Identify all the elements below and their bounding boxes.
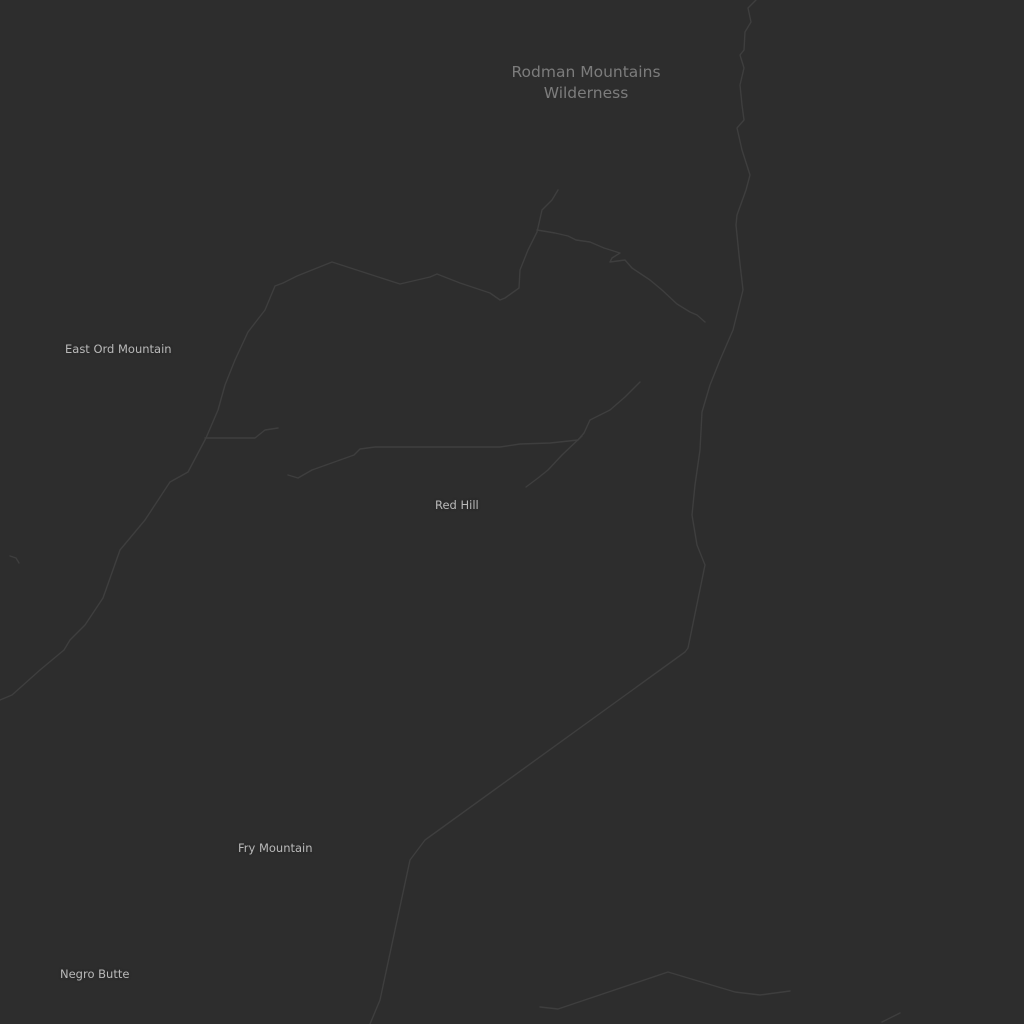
road-south <box>539 971 791 1010</box>
road-central <box>204 427 279 439</box>
road-east-spur <box>536 229 706 323</box>
area-label-line-1: Rodman Mountains <box>511 63 661 81</box>
road-east-main <box>369 0 757 1024</box>
road-red-hill <box>287 381 641 479</box>
road-diagonal <box>525 435 583 488</box>
road-stub-west <box>9 555 20 564</box>
place-label-east-ord-mountain[interactable]: East Ord Mountain <box>65 342 172 356</box>
place-label-fry-mountain[interactable]: Fry Mountain <box>238 841 313 855</box>
area-label-rodman-mountains-wilderness: Rodman Mountains Wilderness <box>499 62 673 104</box>
place-label-red-hill[interactable]: Red Hill <box>435 498 479 512</box>
road-north-loop <box>0 189 559 701</box>
area-label-line-2: Wilderness <box>543 84 629 102</box>
place-label-negro-butte[interactable]: Negro Butte <box>60 967 130 981</box>
road-southeast <box>881 1012 901 1023</box>
